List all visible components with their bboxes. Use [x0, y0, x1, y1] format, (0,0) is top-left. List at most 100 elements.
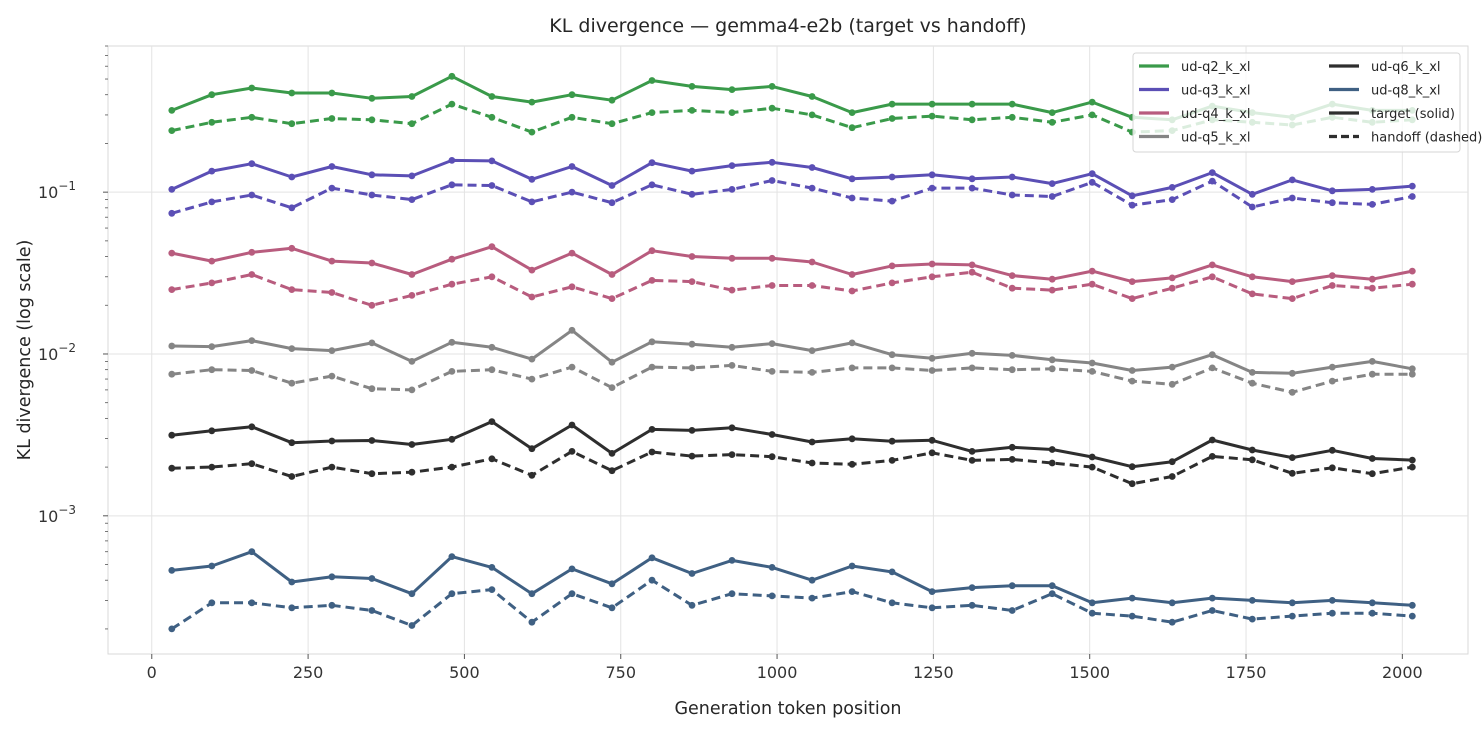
target-point	[248, 548, 256, 556]
legend-label: ud-q6_k_xl	[1371, 60, 1441, 75]
handoff-point	[608, 467, 616, 475]
target-point	[328, 573, 336, 581]
target-point	[208, 91, 216, 99]
handoff-point	[1128, 295, 1136, 302]
target-point	[968, 261, 976, 269]
handoff-point	[968, 601, 976, 609]
handoff-point	[368, 301, 376, 309]
target-point	[368, 437, 376, 444]
handoff-point	[1008, 113, 1016, 121]
target-point	[928, 171, 936, 179]
handoff-point	[768, 453, 776, 461]
handoff-point	[1288, 469, 1296, 477]
handoff-point	[328, 463, 336, 471]
handoff-point	[208, 279, 216, 287]
target-point	[408, 441, 416, 448]
target-point	[288, 578, 296, 586]
handoff-point	[488, 586, 496, 593]
target-point	[608, 271, 616, 278]
target-point	[888, 100, 896, 108]
target-point	[848, 562, 856, 570]
handoff-point	[888, 364, 896, 372]
handoff-point	[1008, 284, 1016, 292]
x-axis-ticks: 0 250 500 750 1000 1250 1500 1750 2000	[147, 654, 1423, 682]
handoff-point	[728, 286, 736, 294]
target-point	[328, 89, 336, 97]
handoff-point	[1328, 609, 1336, 617]
handoff-point	[888, 197, 896, 205]
target-point	[1328, 446, 1336, 454]
target-point	[408, 358, 416, 365]
target-point	[648, 77, 656, 84]
target-point	[1168, 458, 1176, 466]
handoff-line	[171, 179, 1413, 215]
handoff-point	[1328, 377, 1336, 385]
handoff-point	[568, 448, 576, 455]
handoff-point	[928, 367, 936, 374]
x-tick-label: 750	[605, 663, 636, 682]
target-point	[1368, 275, 1376, 283]
target-point	[888, 173, 896, 181]
handoff-point	[728, 109, 736, 116]
target-point	[208, 343, 216, 350]
handoff-point	[1368, 609, 1376, 617]
handoff-point	[568, 590, 576, 598]
target-point	[1008, 100, 1016, 108]
handoff-point	[248, 271, 256, 278]
target-point	[1208, 169, 1216, 177]
target-point	[328, 347, 336, 354]
y-tick-label: 10−3	[38, 503, 76, 526]
target-point	[968, 100, 976, 108]
x-tick-label: 1000	[757, 663, 798, 682]
handoff-point	[1288, 194, 1296, 202]
handoff-point	[808, 369, 816, 376]
handoff-point	[448, 280, 456, 288]
target-point	[168, 431, 176, 439]
target-point	[1088, 170, 1096, 178]
target-point	[568, 249, 576, 257]
target-point	[408, 590, 416, 598]
handoff-point	[1088, 609, 1096, 617]
handoff-line	[171, 449, 1413, 486]
target-point	[1088, 599, 1096, 607]
target-point	[968, 448, 976, 455]
target-point	[528, 266, 536, 274]
target-point	[968, 349, 976, 357]
target-point	[888, 568, 896, 576]
target-point	[488, 93, 496, 100]
target-point	[168, 567, 176, 574]
handoff-point	[1248, 615, 1256, 623]
handoff-point	[1408, 193, 1416, 200]
legend-label: ud-q2_k_xl	[1181, 60, 1251, 75]
handoff-point	[1128, 612, 1136, 620]
target-point	[1248, 446, 1256, 454]
handoff-point	[1168, 618, 1176, 626]
legend-label: target (solid)	[1371, 107, 1455, 122]
target-point	[1248, 597, 1256, 604]
handoff-point	[488, 113, 496, 121]
handoff-point	[848, 194, 856, 202]
target-point	[248, 160, 256, 168]
target-point	[1168, 363, 1176, 371]
handoff-point	[168, 127, 176, 134]
handoff-point	[408, 622, 416, 629]
target-point	[1048, 446, 1056, 453]
target-point	[528, 355, 536, 363]
handoff-point	[1248, 290, 1256, 298]
handoff-point	[248, 367, 256, 374]
target-point	[568, 163, 576, 170]
target-point	[288, 439, 296, 447]
handoff-point	[1008, 366, 1016, 374]
handoff-line	[170, 578, 1413, 631]
target-point	[1328, 363, 1336, 371]
target-point	[328, 437, 336, 445]
target-point	[688, 253, 696, 260]
target-line	[171, 158, 1413, 198]
target-point	[568, 326, 576, 334]
handoff-point	[968, 184, 976, 192]
target-point	[168, 249, 176, 257]
handoff-point	[608, 120, 616, 128]
target-point	[1288, 454, 1296, 461]
handoff-point	[928, 184, 936, 192]
target-point	[288, 89, 296, 97]
